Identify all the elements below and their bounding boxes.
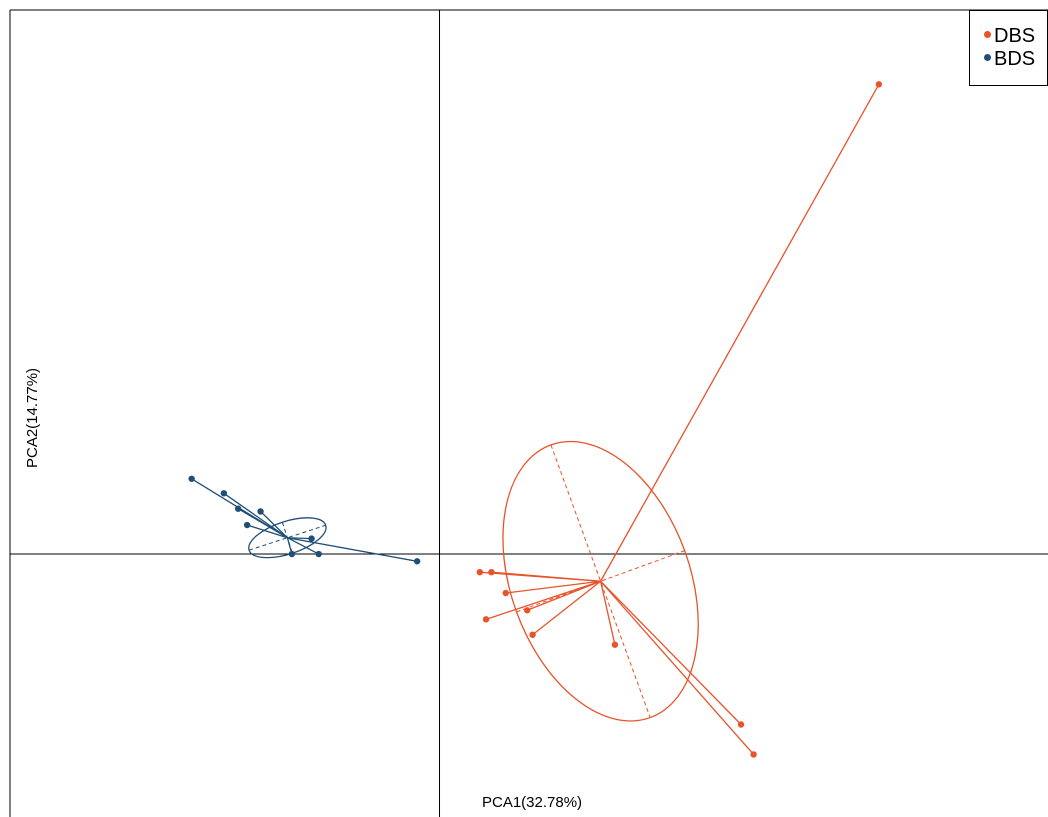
spoke-dbs-7 (599, 581, 616, 645)
spoke-dbs-3 (505, 580, 601, 594)
spoke-bds-9 (287, 537, 418, 562)
spoke-dbs-6 (532, 580, 601, 636)
point-dbs-6 (529, 631, 536, 638)
point-bds-4 (257, 508, 264, 515)
spoke-dbs-2 (491, 571, 601, 582)
legend-marker-dbs (984, 31, 991, 39)
point-bds-8 (315, 550, 322, 558)
point-dbs-4 (524, 607, 531, 614)
legend-marker-bds (984, 54, 991, 62)
point-bds-5 (243, 521, 251, 529)
spoke-dbs-8 (600, 580, 742, 725)
legend-label-dbs: DBS (994, 25, 1036, 47)
series-dbs (476, 81, 883, 758)
spoke-dbs-10 (600, 84, 880, 582)
legend: DBS BDS (969, 10, 1048, 86)
point-dbs-7 (611, 641, 619, 648)
point-bds-1 (188, 475, 195, 482)
legend-label-bds: BDS (994, 48, 1036, 70)
point-dbs-8 (737, 721, 745, 728)
point-bds-2 (220, 490, 228, 497)
point-bds-3 (234, 505, 242, 512)
spoke-bds-8 (287, 537, 320, 555)
y-axis-label: PCA2(14.77%) (24, 367, 41, 468)
spoke-dbs-4 (526, 580, 601, 611)
point-bds-9 (413, 558, 421, 565)
point-dbs-5 (482, 616, 490, 623)
spoke-dbs-9 (600, 580, 755, 755)
legend-item-dbs: DBS (984, 25, 1035, 47)
series-bds (188, 475, 421, 565)
point-bds-7 (288, 550, 296, 558)
point-dbs-2 (488, 568, 495, 576)
spoke-bds-3 (237, 508, 288, 539)
spoke-bds-5 (246, 524, 288, 539)
point-dbs-1 (476, 568, 483, 576)
legend-item-bds: BDS (984, 48, 1035, 70)
point-dbs-10 (875, 81, 883, 88)
x-axis-label: PCA1(32.78%) (482, 794, 583, 811)
point-dbs-3 (502, 589, 509, 597)
spoke-bds-4 (260, 510, 288, 539)
spoke-dbs-5 (485, 580, 601, 620)
ellipse-major-axis-dbs (550, 444, 651, 718)
ellipse-minor-axis-dbs (516, 550, 685, 613)
spoke-bds-2 (223, 492, 288, 539)
point-dbs-9 (750, 751, 757, 758)
point-bds-6 (308, 535, 315, 542)
